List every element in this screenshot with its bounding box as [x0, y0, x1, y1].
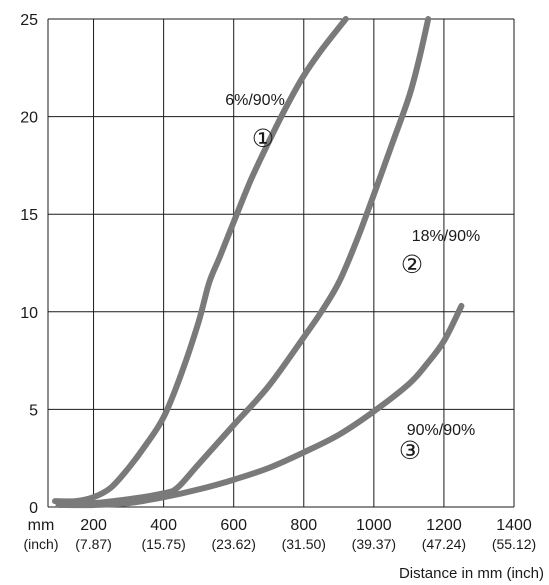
x-tick-label: 600 — [220, 517, 247, 534]
x-tick-label: 200 — [80, 517, 107, 534]
x-tick-sublabel: (15.75) — [141, 536, 185, 552]
y-tick-label: 5 — [29, 402, 38, 419]
curve-labels: 6%/90% ① 18%/90% ② 90%/90%③ — [225, 92, 480, 465]
x-unit-label: mm — [28, 517, 55, 534]
x-tick-sublabel: (47.24) — [422, 536, 466, 552]
y-tick-label: 25 — [20, 12, 38, 29]
x-axis-ticks: 200 (7.87) 400 (15.75) 600 (23.62) 800 (31.50) 1… — [75, 517, 536, 552]
curve-number-2: ② — [401, 250, 423, 279]
curve-3 — [55, 302, 465, 509]
x-tick-sublabel: (39.37) — [352, 536, 396, 552]
x-tick-label: 400 — [150, 517, 177, 534]
curve-label-2: 18%/90% — [412, 228, 481, 245]
x-tick-label: 1000 — [356, 517, 392, 534]
curve-1 — [52, 16, 349, 505]
y-tick-label: 0 — [29, 500, 38, 517]
y-tick-label: 20 — [20, 110, 38, 127]
y-tick-label: 10 — [20, 305, 38, 322]
y-tick-label: 15 — [20, 207, 38, 224]
x-axis-title: Distance in mm (inch) — [399, 565, 544, 582]
x-tick-sublabel: (7.87) — [75, 536, 112, 552]
x-tick-sublabel: (31.50) — [282, 536, 326, 552]
x-tick-label: 1200 — [426, 517, 462, 534]
x-tick-label: 1400 — [496, 517, 532, 534]
x-tick-sublabel: (55.12) — [492, 536, 536, 552]
y-axis-ticks: 0 5 10 15 20 25 — [20, 12, 38, 517]
curves — [52, 16, 465, 509]
curve-2 — [55, 16, 432, 507]
curve-number-3: ③ — [399, 436, 421, 465]
curve-label-3: 90%/90% — [407, 422, 476, 439]
x-tick-sublabel: (23.62) — [212, 536, 256, 552]
curve-number-1: ① — [252, 124, 274, 153]
x-unit-sub-label: (inch) — [23, 536, 58, 552]
x-tick-label: 800 — [290, 517, 317, 534]
curve-label-1: 6%/90% — [225, 92, 285, 109]
